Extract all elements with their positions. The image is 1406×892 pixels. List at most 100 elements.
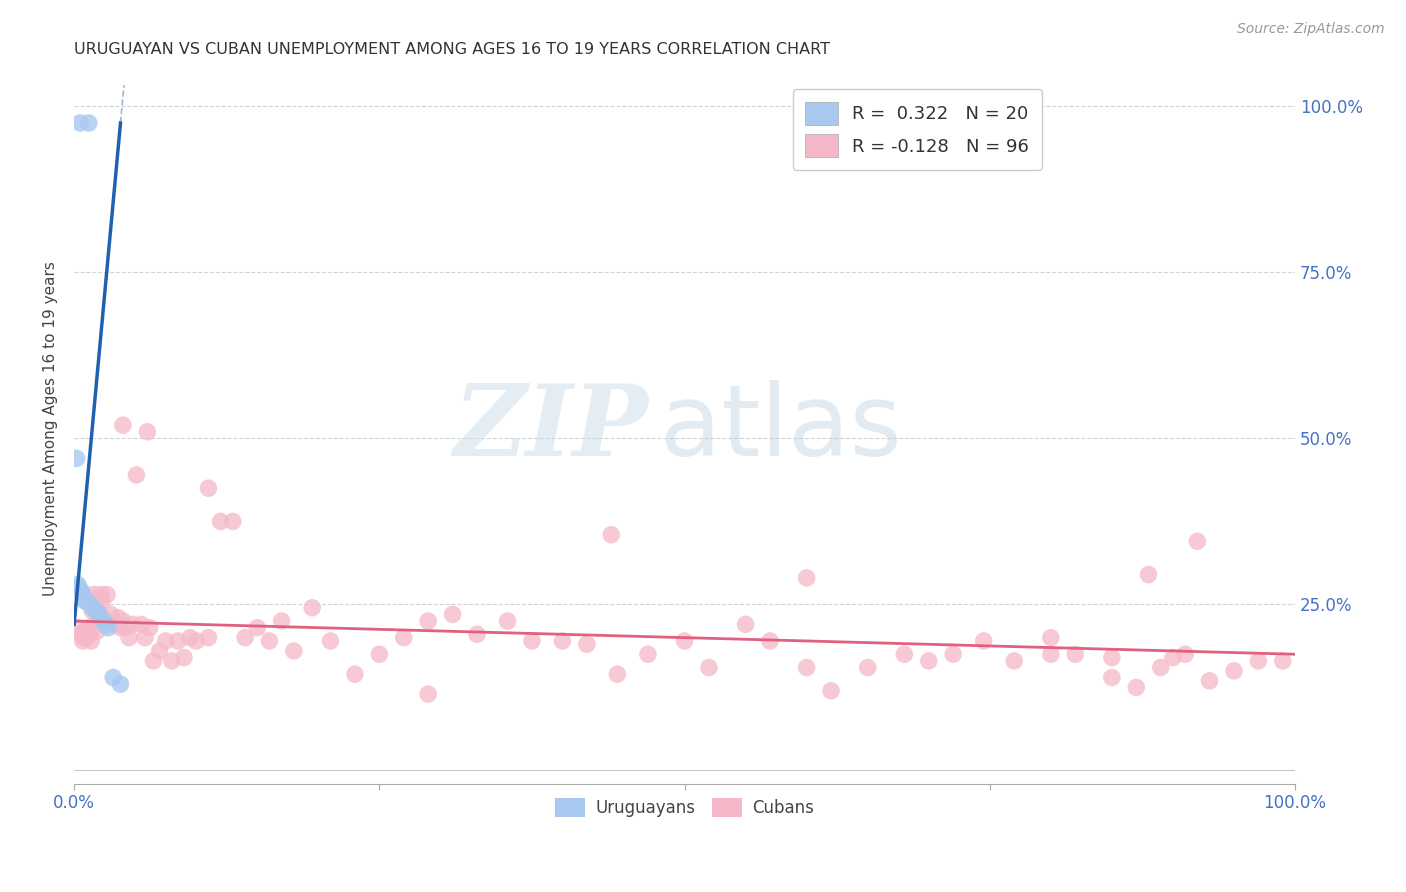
Point: [942, 647, 965, 661]
Point: [75, 594, 97, 608]
Point: [392, 631, 415, 645]
Point: [893, 647, 915, 661]
Point: [697, 660, 720, 674]
Point: [65, 451, 87, 466]
Point: [121, 617, 143, 632]
Point: [93, 614, 115, 628]
Point: [67, 621, 90, 635]
Point: [734, 617, 756, 632]
Point: [759, 634, 782, 648]
Point: [1271, 654, 1294, 668]
Point: [66, 577, 89, 591]
Point: [75, 631, 97, 645]
Point: [270, 614, 292, 628]
Point: [167, 634, 190, 648]
Point: [90, 587, 112, 601]
Point: [111, 418, 134, 433]
Point: [343, 667, 366, 681]
Point: [856, 660, 879, 674]
Point: [73, 591, 96, 605]
Point: [1223, 664, 1246, 678]
Point: [1101, 650, 1123, 665]
Point: [72, 587, 94, 601]
Point: [673, 634, 696, 648]
Point: [101, 671, 124, 685]
Point: [110, 621, 132, 635]
Point: [1174, 647, 1197, 661]
Point: [1161, 650, 1184, 665]
Point: [796, 571, 818, 585]
Point: [973, 634, 995, 648]
Point: [1064, 647, 1087, 661]
Point: [368, 647, 391, 661]
Point: [637, 647, 659, 661]
Point: [155, 634, 177, 648]
Point: [283, 644, 305, 658]
Point: [89, 591, 111, 605]
Point: [600, 527, 623, 541]
Point: [77, 621, 100, 635]
Point: [441, 607, 464, 622]
Point: [91, 594, 114, 608]
Point: [97, 621, 120, 635]
Point: [142, 654, 165, 668]
Point: [94, 617, 117, 632]
Point: [87, 604, 110, 618]
Point: [1247, 654, 1270, 668]
Point: [520, 634, 543, 648]
Point: [1150, 660, 1173, 674]
Point: [136, 425, 159, 439]
Point: [75, 594, 97, 608]
Text: URUGUAYAN VS CUBAN UNEMPLOYMENT AMONG AGES 16 TO 19 YEARS CORRELATION CHART: URUGUAYAN VS CUBAN UNEMPLOYMENT AMONG AG…: [75, 42, 830, 57]
Point: [134, 631, 156, 645]
Point: [80, 634, 103, 648]
Point: [96, 587, 118, 601]
Point: [1198, 673, 1220, 688]
Point: [93, 614, 115, 628]
Point: [301, 600, 323, 615]
Legend: Uruguayans, Cubans: Uruguayans, Cubans: [547, 789, 823, 825]
Point: [1187, 534, 1209, 549]
Point: [111, 614, 134, 628]
Text: ZIP: ZIP: [453, 380, 648, 476]
Point: [465, 627, 488, 641]
Point: [139, 621, 162, 635]
Text: Source: ZipAtlas.com: Source: ZipAtlas.com: [1237, 22, 1385, 37]
Point: [796, 660, 818, 674]
Point: [110, 677, 132, 691]
Point: [79, 598, 101, 612]
Point: [84, 617, 107, 632]
Point: [79, 627, 101, 641]
Point: [418, 614, 440, 628]
Point: [107, 611, 129, 625]
Text: atlas: atlas: [661, 380, 901, 477]
Point: [197, 481, 219, 495]
Point: [179, 631, 201, 645]
Point: [83, 587, 105, 601]
Point: [73, 631, 96, 645]
Point: [496, 614, 519, 628]
Point: [114, 621, 136, 635]
Point: [209, 515, 232, 529]
Point: [69, 116, 91, 130]
Point: [222, 515, 245, 529]
Point: [87, 607, 110, 622]
Point: [70, 627, 93, 641]
Point: [918, 654, 941, 668]
Point: [148, 644, 170, 658]
Point: [82, 600, 104, 615]
Point: [86, 624, 108, 638]
Point: [83, 594, 105, 608]
Point: [75, 624, 97, 638]
Point: [118, 631, 141, 645]
Point: [1039, 647, 1062, 661]
Point: [1039, 631, 1062, 645]
Point: [129, 617, 152, 632]
Point: [77, 116, 100, 130]
Point: [103, 617, 125, 632]
Point: [246, 621, 269, 635]
Point: [82, 604, 104, 618]
Point: [70, 584, 93, 599]
Point: [259, 634, 281, 648]
Point: [186, 634, 208, 648]
